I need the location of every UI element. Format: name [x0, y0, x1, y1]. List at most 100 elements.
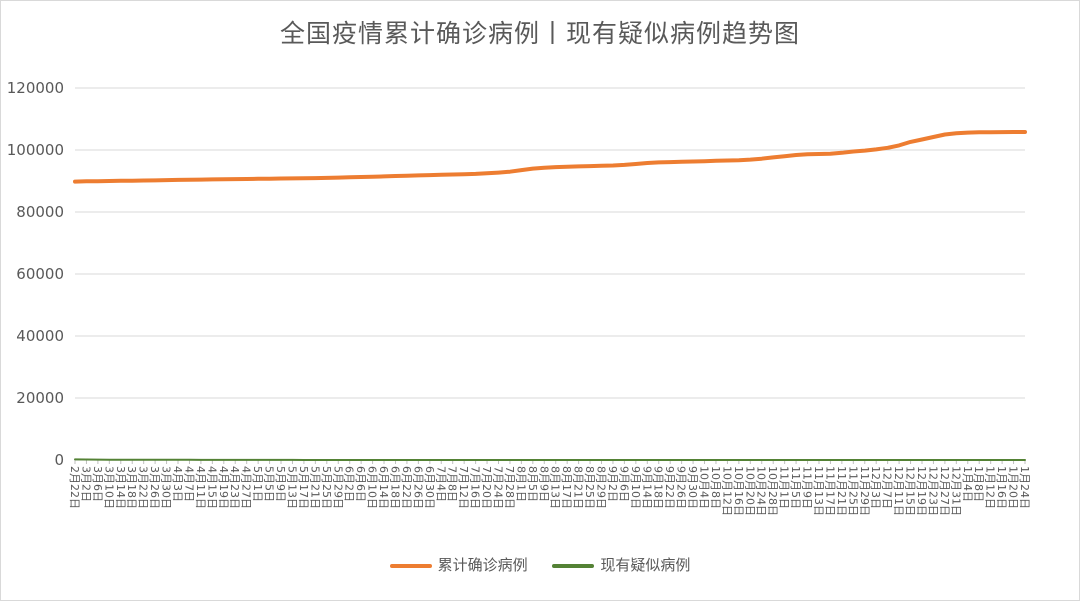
x-tick-label: 1月4日: [961, 466, 974, 502]
x-tick-label: 3月22日: [137, 466, 150, 509]
legend-label-suspected: 现有疑似病例: [600, 556, 691, 574]
x-tick-label: 4月27日: [240, 466, 253, 509]
series-lines: [73, 130, 1027, 461]
y-axis-ticks: 0 20000 40000 60000 80000 100000 120000: [7, 79, 64, 469]
x-tick-label: 4月15日: [205, 466, 218, 509]
x-tick-label: 7月16日: [469, 466, 482, 509]
x-tick-label: 12月19日: [915, 466, 928, 516]
x-tick-label: 11月1日: [778, 466, 791, 509]
legend-label-confirmed: 累计确诊病例: [437, 556, 528, 574]
x-tick-label: 8月13日: [549, 466, 562, 509]
x-tick-label: 6月30日: [423, 466, 436, 509]
x-tick-label: 9月10日: [629, 466, 642, 509]
x-tick-label: 9月14日: [640, 466, 653, 509]
x-tick-label: 6月2日: [343, 466, 356, 502]
x-tick-label: 4月11日: [194, 466, 207, 509]
x-tick-label: 6月6日: [354, 466, 367, 502]
x-tick-label: 7月8日: [446, 466, 459, 502]
x-tick-label: 1月16日: [995, 466, 1008, 509]
x-tick-label: 5月13日: [285, 466, 298, 509]
x-tick-label: 8月21日: [572, 466, 585, 509]
x-tick-label: 5月21日: [308, 466, 321, 509]
x-tick-label: 5月17日: [297, 466, 310, 509]
x-tick-label: 11月13日: [812, 466, 825, 516]
x-tick-label: 4月7日: [182, 466, 195, 502]
x-tick-label: 6月10日: [366, 466, 379, 509]
legend-swatch-confirmed: [389, 563, 432, 568]
x-tick-label: 10月8日: [709, 466, 722, 509]
x-tick-label: 5月29日: [331, 466, 344, 509]
x-tick-label: 8月17日: [560, 466, 573, 509]
x-tick-label: 3月2日: [79, 466, 92, 502]
x-tick-label: 3月10日: [102, 466, 115, 509]
y-tick-label: 120000: [7, 79, 64, 97]
y-tick-label: 40000: [16, 327, 64, 345]
x-tick-label: 9月22日: [663, 466, 676, 509]
x-tick-label: 2月22日: [68, 466, 81, 509]
x-tick-label: 7月24日: [491, 466, 504, 509]
x-tick-label: 8月5日: [526, 466, 539, 502]
x-tick-label: 11月21日: [835, 466, 848, 516]
legend-item-confirmed: 累计确诊病例: [389, 554, 528, 575]
x-tick-label: 1月24日: [1018, 466, 1031, 509]
x-tick-label: 12月7日: [881, 466, 894, 509]
x-tick-label: 9月30日: [686, 466, 699, 509]
gridlines: [75, 87, 1025, 461]
x-tick-label: 6月18日: [388, 466, 401, 509]
x-tick-label: 6月14日: [377, 466, 390, 509]
x-tick-label: 12月31日: [949, 466, 962, 516]
x-tick-label: 3月18日: [125, 466, 138, 509]
legend: 累计确诊病例 现有疑似病例: [0, 554, 1080, 575]
x-tick-label: 5月1日: [251, 466, 264, 502]
x-tick-label: 3月30日: [160, 466, 173, 509]
x-tick-label: 12月23日: [926, 466, 939, 516]
x-tick-label: 10月4日: [698, 466, 711, 509]
x-tick-label: 11月17日: [823, 466, 836, 516]
series-line-confirmed: [73, 130, 1027, 184]
x-tick-label: 3月14日: [114, 466, 127, 509]
x-tick-label: 1月8日: [972, 466, 985, 502]
x-tick-label: 7月12日: [457, 466, 470, 509]
x-tick-label: 4月3日: [171, 466, 184, 502]
x-tick-label: 1月20日: [1007, 466, 1020, 509]
x-tick-label: 6月22日: [400, 466, 413, 509]
x-tick-label: 9月2日: [606, 466, 619, 502]
legend-swatch-suspected: [552, 563, 595, 568]
x-tick-label: 5月5日: [263, 466, 276, 502]
x-tick-label: 7月20日: [480, 466, 493, 509]
x-tick-label: 10月28日: [766, 466, 779, 516]
y-tick-label: 80000: [16, 203, 64, 221]
x-tick-label: 9月18日: [652, 466, 665, 509]
x-tick-label: 5月9日: [274, 466, 287, 502]
x-tick-label: 4月19日: [217, 466, 230, 509]
x-tick-label: 10月16日: [732, 466, 745, 516]
x-tick-label: 6月26日: [411, 466, 424, 509]
x-tick-label: 12月27日: [938, 466, 951, 516]
x-tick-label: 11月25日: [846, 466, 859, 516]
x-tick-label: 7月4日: [434, 466, 447, 502]
x-tick-label: 3月6日: [91, 466, 104, 502]
x-tick-label: 10月24日: [755, 466, 768, 516]
chart-title: 全国疫情累计确诊病例丨现有疑似病例趋势图: [279, 19, 800, 48]
x-tick-label: 9月6日: [617, 466, 630, 502]
x-tick-label: 8月9日: [537, 466, 550, 502]
x-tick-label: 7月28日: [503, 466, 516, 509]
y-tick-label: 60000: [16, 265, 64, 283]
legend-item-suspected: 现有疑似病例: [552, 554, 690, 575]
x-tick-label: 9月26日: [675, 466, 688, 509]
y-tick-label: 20000: [16, 389, 64, 407]
x-tick-label: 12月3日: [869, 466, 882, 509]
x-tick-label: 11月9日: [801, 466, 814, 509]
x-tick-label: 8月1日: [514, 466, 527, 502]
x-tick-label: 3月26日: [148, 466, 161, 509]
x-tick-label: 8月29日: [595, 466, 608, 509]
x-tick-label: 11月5日: [789, 466, 802, 509]
x-tick-label: 12月11日: [892, 466, 905, 516]
x-axis-ticks: 2月22日3月2日3月6日3月10日3月14日3月18日3月22日3月26日3月…: [68, 460, 1031, 516]
x-tick-label: 11月29日: [858, 466, 871, 516]
x-tick-label: 1月12日: [984, 466, 997, 509]
x-tick-label: 10月12日: [720, 466, 733, 516]
x-tick-label: 10月20日: [743, 466, 756, 516]
